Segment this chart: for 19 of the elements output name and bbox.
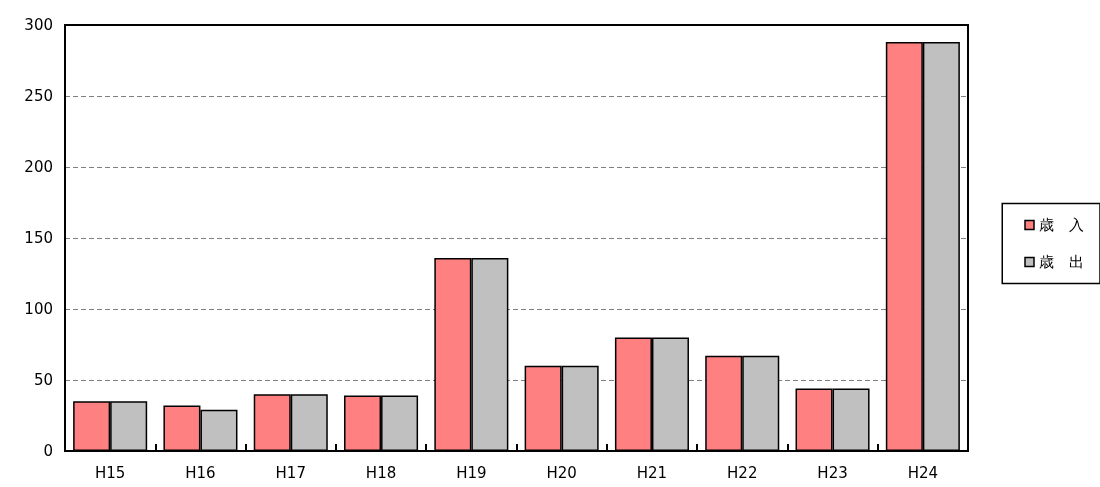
x-tick-label: H16: [185, 463, 216, 482]
y-tick-label: 250: [24, 87, 53, 105]
y-tick-label: 0: [43, 442, 53, 460]
x-tick-label: H19: [456, 463, 487, 482]
y-tick-label: 300: [24, 16, 53, 34]
x-tick-label: H18: [365, 463, 397, 482]
x-tick-label: H17: [275, 463, 306, 482]
y-tick-label: 200: [24, 158, 53, 176]
x-tick-label: H21: [636, 463, 668, 482]
y-tick-label: 100: [24, 300, 53, 318]
x-tick-label: H15: [94, 463, 126, 482]
legend-label: 歳 入: [1039, 216, 1084, 234]
x-tick-label: H22: [727, 463, 758, 482]
x-tick-label: H24: [907, 463, 939, 482]
y-tick-label: 50: [33, 371, 53, 389]
legend-label: 歳 出: [1039, 253, 1084, 271]
x-tick-label: H20: [546, 463, 577, 482]
y-tick-label: 150: [24, 229, 53, 247]
x-tick-label: H23: [817, 463, 848, 482]
